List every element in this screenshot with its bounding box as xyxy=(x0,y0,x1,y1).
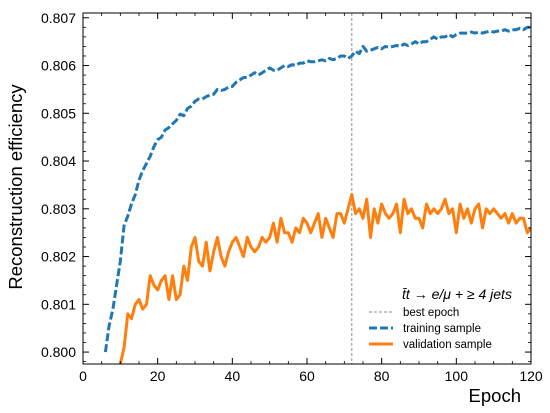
legend-label-training-sample: training sample xyxy=(403,323,481,335)
x-tick-label: 100 xyxy=(445,368,469,384)
x-axis-label: Epoch xyxy=(469,385,521,406)
x-tick-label: 20 xyxy=(150,368,166,384)
legend-label-validation-sample: validation sample xyxy=(403,339,492,351)
ticks-layer: 0 20 40 60 80 100 120 0.800 0.801 0.802 0.803 0.804… xyxy=(41,10,543,384)
x-tick-label: 80 xyxy=(374,368,390,384)
y-tick-label: 0.805 xyxy=(41,105,76,121)
legend-entry-training-sample: training sample xyxy=(369,323,481,335)
legend: t̄t → e/μ + ≥ 4 jets best epoch training… xyxy=(369,286,512,351)
x-tick-label: 0 xyxy=(79,368,87,384)
training-sample-line xyxy=(103,25,531,353)
y-axis-label: Reconstruction efficiency xyxy=(5,84,26,290)
y-tick-label: 0.804 xyxy=(41,153,76,169)
legend-entry-validation-sample: validation sample xyxy=(369,339,492,351)
y-tick-label: 0.802 xyxy=(41,249,76,265)
x-tick-label: 40 xyxy=(225,368,241,384)
y-tick-label: 0.806 xyxy=(41,58,76,74)
x-tick-label: 60 xyxy=(299,368,315,384)
y-tick-label: 0.803 xyxy=(41,201,76,217)
y-tick-label: 0.800 xyxy=(41,344,76,360)
legend-title: t̄t → e/μ + ≥ 4 jets xyxy=(402,286,512,302)
validation-sample-line xyxy=(118,193,531,364)
y-tick-label: 0.807 xyxy=(41,10,76,26)
legend-label-best-epoch: best epoch xyxy=(403,307,459,319)
plot-frame xyxy=(82,12,532,365)
legend-entry-best-epoch: best epoch xyxy=(369,307,459,319)
series-layer xyxy=(103,13,531,364)
x-tick-label: 120 xyxy=(519,368,543,384)
y-tick-label: 0.801 xyxy=(41,296,76,312)
